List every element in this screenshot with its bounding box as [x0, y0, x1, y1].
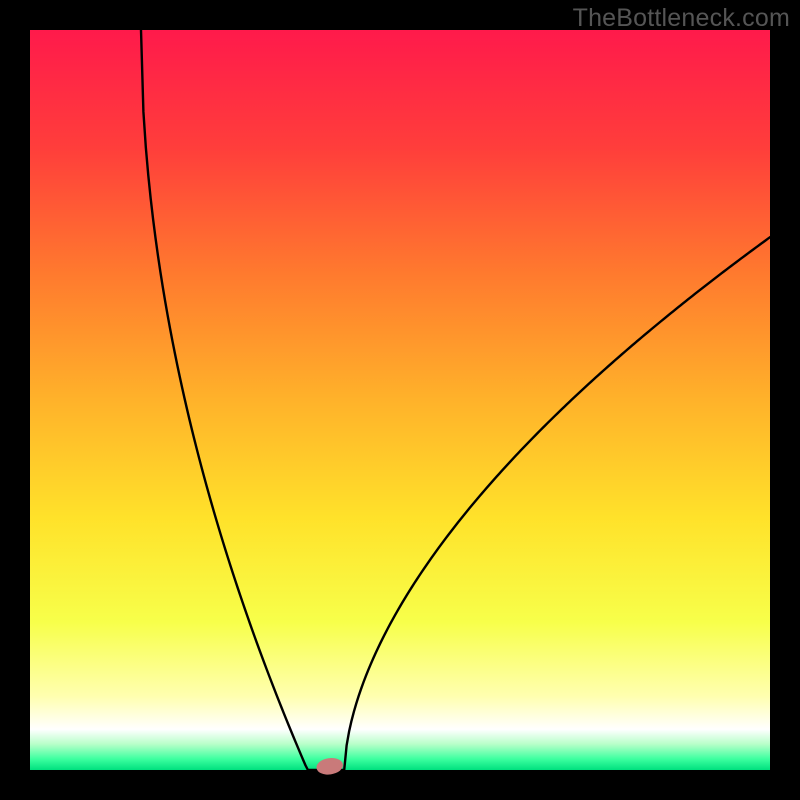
chart-stage: TheBottleneck.com	[0, 0, 800, 800]
plot-gradient-background	[30, 30, 770, 770]
watermark-text: TheBottleneck.com	[573, 4, 790, 33]
bottleneck-chart	[0, 0, 800, 800]
